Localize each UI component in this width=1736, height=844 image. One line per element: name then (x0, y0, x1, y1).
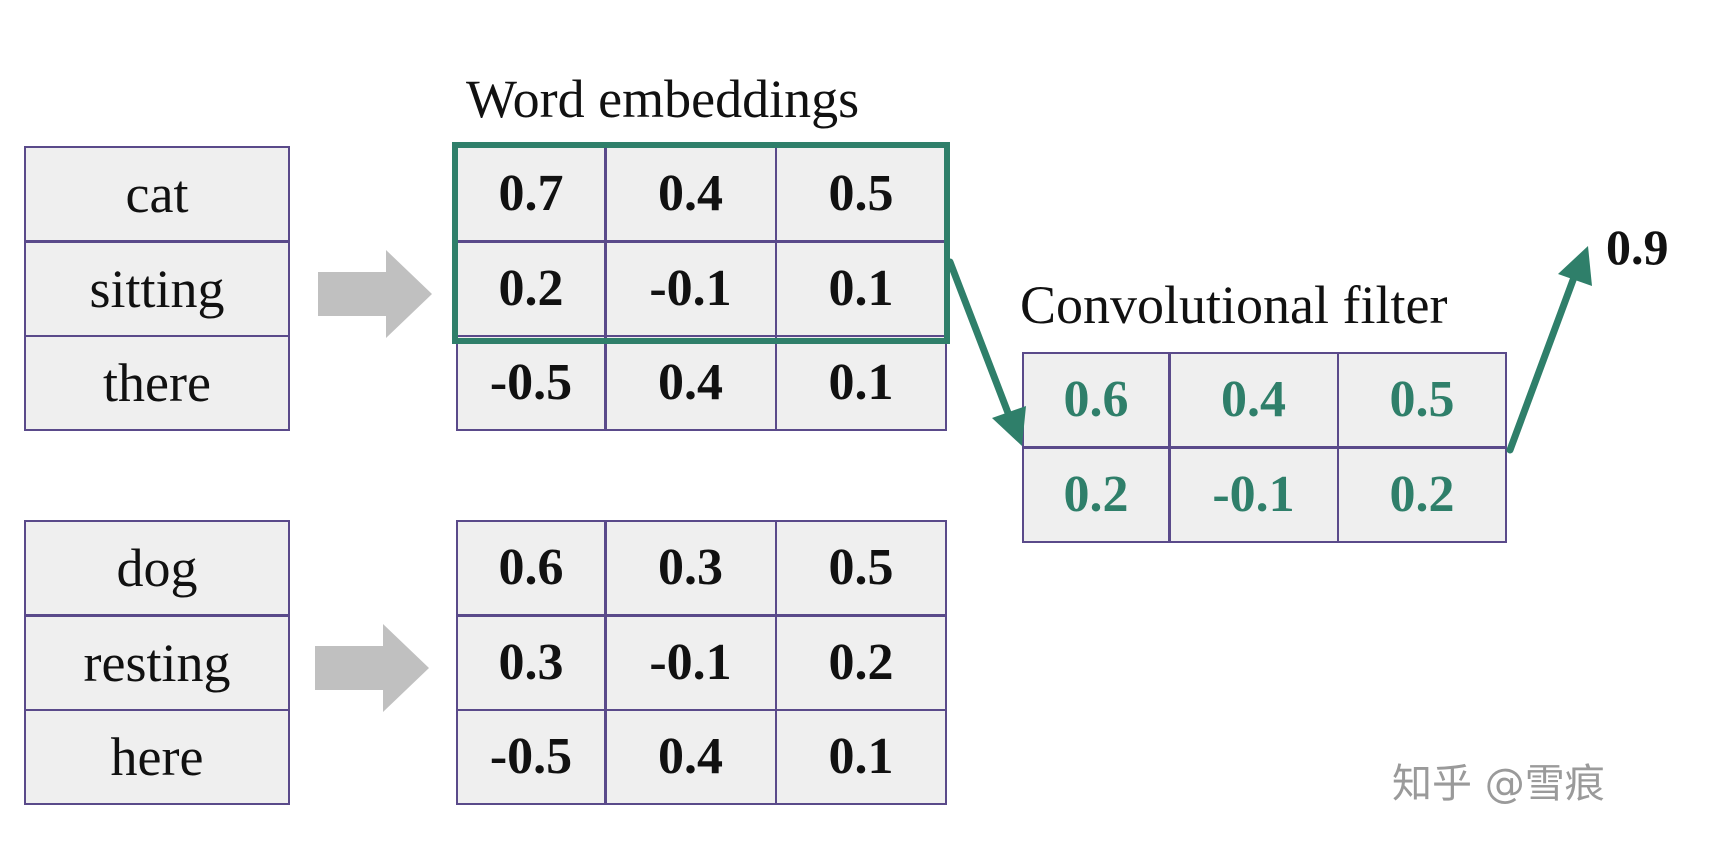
word-cell: sitting (26, 242, 288, 335)
convolutional-filter-matrix: 0.6 0.4 0.5 0.2 -0.1 0.2 (1022, 352, 1507, 543)
embedding-cell: 0.4 (606, 337, 775, 429)
embedding-cell: 0.3 (606, 522, 775, 614)
embedding-cell: -0.5 (458, 337, 604, 429)
embedding-cell: -0.1 (606, 616, 775, 709)
embedding-cell: 0.6 (458, 522, 604, 614)
filter-cell: 0.2 (1024, 448, 1168, 541)
embedding-cell: 0.5 (777, 148, 945, 240)
gray-arrow-1-icon (318, 250, 432, 338)
word-cell: cat (26, 148, 288, 240)
embedding-cell: 0.1 (777, 711, 945, 803)
embedding-cell: 0.3 (458, 616, 604, 709)
watermark: 知乎 @雪痕 (1392, 761, 1605, 807)
word-cell: dog (26, 522, 288, 614)
output-value: 0.9 (1606, 219, 1669, 275)
embedding-cell: 0.2 (777, 616, 945, 709)
green-arrow-to-filter-line (946, 258, 1014, 422)
word-cell: here (26, 711, 288, 803)
embedding-cell: 0.4 (606, 711, 775, 803)
sentence-2-words-table: dog resting here (24, 520, 290, 805)
embedding-cell: -0.5 (458, 711, 604, 803)
embedding-cell: 0.5 (777, 522, 945, 614)
green-arrow-to-output-head-icon (1558, 246, 1592, 286)
embedding-cell: 0.4 (606, 148, 775, 240)
filter-window-highlight (452, 142, 950, 344)
filter-cell: 0.2 (1339, 448, 1505, 541)
sentence-1-embedding-matrix: 0.7 0.4 0.5 0.2 -0.1 0.1 -0.5 0.4 0.1 (456, 146, 947, 431)
embeddings-title: Word embeddings (466, 69, 860, 129)
embedding-cell: -0.1 (606, 242, 775, 335)
green-arrow-to-output-line (1506, 268, 1580, 454)
word-cell: there (26, 337, 288, 429)
embedding-cell: 0.2 (458, 242, 604, 335)
embedding-cell: 0.1 (777, 337, 945, 429)
filter-cell: 0.5 (1339, 354, 1505, 446)
filter-cell: 0.6 (1024, 354, 1168, 446)
word-cell: resting (26, 616, 288, 709)
sentence-2-embedding-matrix: 0.6 0.3 0.5 0.3 -0.1 0.2 -0.5 0.4 0.1 (456, 520, 947, 805)
green-arrow-to-filter-head-icon (992, 406, 1026, 446)
filter-title: Convolutional filter (1020, 275, 1448, 335)
gray-arrow-2-icon (315, 624, 429, 712)
embedding-cell: 0.1 (777, 242, 945, 335)
sentence-1-words-table: cat sitting there (24, 146, 290, 431)
embedding-cell: 0.7 (458, 148, 604, 240)
filter-cell: 0.4 (1170, 354, 1337, 446)
filter-cell: -0.1 (1170, 448, 1337, 541)
